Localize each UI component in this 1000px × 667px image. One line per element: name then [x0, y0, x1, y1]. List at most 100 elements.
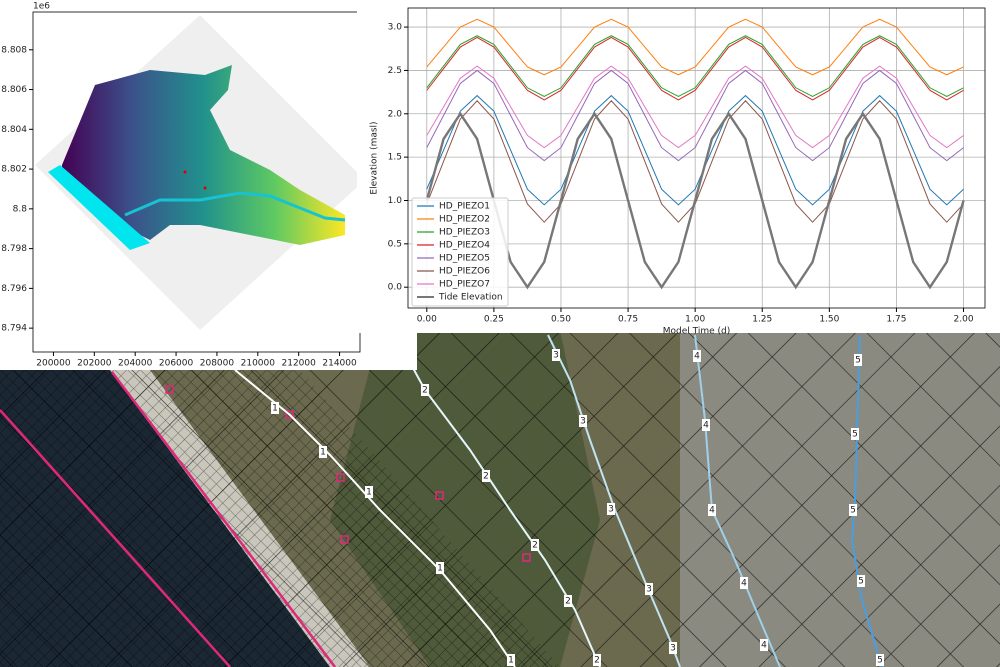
- x-tick-label: 2.00: [954, 315, 974, 325]
- x-tick-label: 202000: [77, 359, 112, 369]
- contour-label-bg: [564, 595, 572, 607]
- y-tick-label: 2.5: [388, 66, 402, 76]
- x-tick-label: 210000: [241, 359, 276, 369]
- x-tick-label: 1.25: [752, 315, 772, 325]
- axes-frame: [407, 7, 986, 309]
- contour-label: 4: [703, 421, 709, 431]
- series-line: [426, 69, 964, 162]
- contour-label-bg: [319, 446, 327, 458]
- x-tick-label: 0.25: [484, 315, 504, 325]
- contour-label: 5: [877, 656, 883, 666]
- mesh-fine: [0, 370, 560, 667]
- y-tick-label: 8.806: [1, 85, 27, 95]
- contour-label-bg: [593, 654, 601, 666]
- legend-label: HD_PIEZO5: [439, 254, 490, 264]
- x-tick-label: 0.00: [417, 315, 437, 325]
- contour-label-bg: [482, 470, 490, 482]
- contour-label: 4: [694, 352, 700, 362]
- contour-line: [850, 334, 883, 667]
- series-line: [426, 94, 964, 206]
- contour-label: 2: [422, 386, 428, 396]
- x-tick-label: 206000: [159, 359, 194, 369]
- contours: 1 1 1 1 1 2 2 2 2 2 3 3 3 3 3 4 4 4 4 4 5 5 5 5 5: [234, 334, 884, 667]
- series-line: [425, 111, 965, 290]
- y-tick-label: 8.808: [1, 45, 27, 55]
- contour-label-bg: [579, 415, 587, 427]
- y-tick-label: 3.0: [388, 23, 403, 33]
- contour-label-bg: [876, 654, 884, 666]
- contour-label: 2: [565, 597, 571, 607]
- contour-label-bg: [421, 384, 429, 396]
- river: [124, 191, 346, 222]
- y-tick-label: 8.796: [1, 284, 27, 294]
- contour-label-bg: [552, 349, 560, 361]
- contour-label-bg: [645, 583, 653, 595]
- contour-label: 2: [483, 472, 489, 482]
- contour-label-bg: [702, 419, 710, 431]
- y-tick-label: 2.0: [388, 109, 403, 119]
- legend-label: HD_PIEZO3: [439, 228, 490, 238]
- contour-label-bg: [271, 402, 279, 414]
- y-tick-label: 0.5: [388, 239, 402, 249]
- x-tick-label: 1.50: [819, 315, 839, 325]
- contour-label-bg: [760, 639, 768, 651]
- contour-label-bg: [851, 428, 859, 440]
- x-tick-label: 204000: [118, 359, 153, 369]
- x-axis-label: Model Time (d): [663, 327, 731, 337]
- contour-label: 3: [670, 644, 676, 654]
- contour-label-bg: [365, 486, 373, 498]
- contour-label-bg: [531, 539, 539, 551]
- y-tick-label: 0.0: [388, 283, 403, 293]
- well: [183, 170, 187, 174]
- legend-box: [411, 197, 509, 307]
- contour-label: 5: [855, 356, 861, 366]
- contour-label: 5: [852, 430, 858, 440]
- legend-label: HD_PIEZO2: [439, 215, 490, 225]
- contour-label: 1: [437, 564, 443, 574]
- y-tick-label: 8.798: [1, 244, 27, 254]
- y-tick-label: 8.802: [1, 165, 27, 175]
- contour-label: 4: [761, 641, 767, 651]
- contour-label: 3: [553, 351, 559, 361]
- contour-label-bg: [857, 575, 865, 587]
- contour-label: 2: [532, 541, 538, 551]
- legend-label: HD_PIEZO7: [439, 280, 490, 290]
- y-axis-label: Elevation (masl): [370, 121, 380, 194]
- contour-label: 1: [366, 488, 372, 498]
- contour-label: 1: [272, 404, 278, 414]
- line-plot: 0.00 0.25 0.50 0.75 1.00 1.25 1.50 1.75 2.00 0.0 0…: [357, 0, 1000, 337]
- contour-label-bg: [607, 503, 615, 515]
- contour-label: 5: [858, 577, 864, 587]
- x-tick-label: 200000: [36, 359, 71, 369]
- series-line: [426, 65, 964, 149]
- contour-label: 4: [741, 579, 747, 589]
- map-plot: 1e6 200000 202000 204000 206000 208000 210000 2…: [0, 0, 417, 370]
- contour-label-bg: [708, 504, 716, 516]
- offset-label: 1e6: [33, 2, 50, 12]
- legend-label: HD_PIEZO6: [439, 267, 490, 277]
- contour-label: 1: [320, 448, 326, 458]
- legend-label: HD_PIEZO1: [439, 202, 490, 212]
- contour-label: 3: [608, 505, 614, 515]
- x-tick-label: 208000: [200, 359, 235, 369]
- well: [203, 186, 207, 190]
- sea-boundary: [48, 165, 150, 250]
- y-tick-label: 1.0: [388, 196, 403, 206]
- contour-label: 1: [508, 656, 514, 666]
- legend-label: Tide Elevation: [438, 293, 503, 303]
- series-line: [426, 35, 964, 98]
- contour-label: 5: [850, 506, 856, 516]
- contour-line: [694, 334, 781, 667]
- y-tick-label: 8.8: [13, 204, 28, 214]
- x-tick-label: 212000: [282, 359, 317, 369]
- contour-label-bg: [693, 350, 701, 362]
- x-tick-label: 0.50: [551, 315, 571, 325]
- series-line: [426, 18, 964, 76]
- x-tick-label: 1.00: [685, 315, 705, 325]
- contour-label-bg: [436, 562, 444, 574]
- x-tick-label: 1.75: [886, 315, 906, 325]
- series-line: [426, 36, 964, 101]
- contour-label: 2: [594, 656, 600, 666]
- x-tick-label: 214000: [322, 359, 357, 369]
